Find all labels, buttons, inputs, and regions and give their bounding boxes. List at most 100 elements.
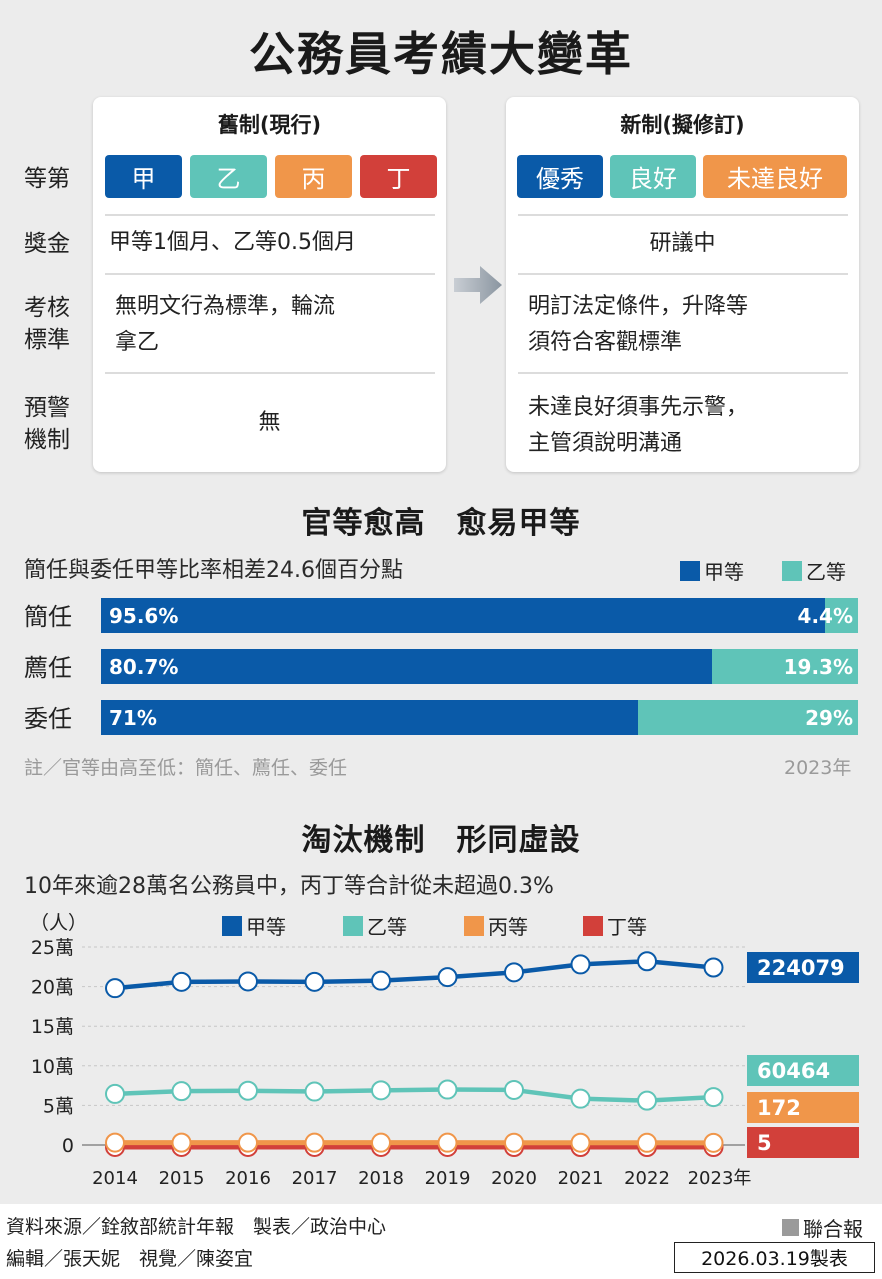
y-unit-label: （人） xyxy=(30,912,88,934)
data-point xyxy=(504,962,524,983)
new-system-card: 新制(擬修訂) 優秀 良好 未達良好 研議中 明訂法定條件，升降等 須符合客觀標… xyxy=(506,97,859,472)
x-tick-label: 2019 xyxy=(425,1168,471,1189)
data-point xyxy=(304,1132,325,1153)
data-point xyxy=(105,978,125,999)
bar-grade-b xyxy=(638,700,858,735)
x-tick-label: 2022 xyxy=(624,1168,670,1189)
data-point xyxy=(570,1088,591,1109)
legend-line-c: 丙等 xyxy=(464,911,528,940)
footer-editor: 編輯／張天妮 視覺／陳姿宜 xyxy=(6,1248,254,1270)
new-system-header: 新制(擬修訂) xyxy=(620,113,745,137)
bar-grade-b-label: 19.3% xyxy=(783,655,853,679)
data-point xyxy=(105,1083,125,1104)
section1-title: 官等愈高 愈易甲等 xyxy=(301,506,581,541)
section1-year: 2023年 xyxy=(784,757,852,779)
data-point xyxy=(171,1081,192,1102)
bar-grade-a: 95.6% xyxy=(101,598,825,633)
y-tick-label: 20萬 xyxy=(31,977,74,999)
data-point xyxy=(703,1132,724,1153)
data-point xyxy=(637,1090,657,1111)
data-point xyxy=(304,971,325,992)
new-grade-excellent: 優秀 xyxy=(517,155,603,198)
row-label-criteria-2: 標準 xyxy=(24,327,70,353)
legend-a-label: 甲等 xyxy=(704,560,744,584)
old-grade-b: 乙 xyxy=(190,155,267,198)
row-label-warning-1: 預警 xyxy=(24,395,70,421)
bar-category-label: 委任 xyxy=(24,705,72,733)
legend-line-b: 乙等 xyxy=(343,911,407,940)
divider xyxy=(105,273,435,275)
old-criteria-2: 拿乙 xyxy=(115,330,160,355)
y-tick-label: 5萬 xyxy=(43,1095,74,1117)
legend-line-c-label: 丙等 xyxy=(488,915,528,939)
end-value-box xyxy=(747,1127,859,1158)
series-line xyxy=(114,959,714,991)
footer-brand-label: 聯合報 xyxy=(803,1217,863,1241)
data-point xyxy=(437,1079,458,1100)
section2-subtitle: 10年來逾28萬名公務員中，丙丁等合計從未超過0.3% xyxy=(24,874,554,899)
data-point xyxy=(371,970,391,991)
legend-line-d-label: 丁等 xyxy=(607,915,647,939)
row-label-bonus: 獎金 xyxy=(24,231,70,257)
data-point xyxy=(637,1132,657,1153)
row-label-grade: 等第 xyxy=(24,166,70,192)
bar-grade-b xyxy=(712,649,858,684)
old-system-card: 舊制(現行) 甲 乙 丙 丁 甲等1個月、乙等0.5個月 無明文行為標準，輪流 … xyxy=(93,97,446,472)
x-tick-label: 2014 xyxy=(92,1168,138,1189)
row-label-warning-2: 機制 xyxy=(24,427,70,453)
data-point xyxy=(637,951,657,972)
y-tick-label: 25萬 xyxy=(31,937,74,959)
bar-category-label: 薦任 xyxy=(24,654,72,682)
data-point xyxy=(238,1080,258,1101)
divider xyxy=(518,372,848,374)
end-value-box xyxy=(747,1055,859,1086)
end-value-label: 60464 xyxy=(757,1059,830,1083)
old-system-header: 舊制(現行) xyxy=(217,113,322,137)
brand-square-icon xyxy=(782,1219,799,1236)
legend-line-a-label: 甲等 xyxy=(246,915,286,939)
x-tick-label: 2020 xyxy=(491,1168,537,1189)
old-grade-a: 甲 xyxy=(105,155,182,198)
footer-source: 資料來源／銓敘部統計年報 製表／政治中心 xyxy=(6,1216,387,1238)
data-point xyxy=(703,957,724,978)
end-value-label: 224079 xyxy=(757,956,845,980)
data-point xyxy=(570,954,591,975)
x-tick-label: 2016 xyxy=(225,1168,271,1189)
bar-grade-a: 71% xyxy=(101,700,638,735)
divider xyxy=(105,214,435,216)
old-bonus: 甲等1個月、乙等0.5個月 xyxy=(109,230,356,255)
footer-bg xyxy=(0,1204,882,1279)
bar-grade-a-label: 71% xyxy=(109,706,157,730)
bar-grade-b-label: 4.4% xyxy=(797,604,853,628)
section2-title: 淘汰機制 形同虛設 xyxy=(301,823,581,858)
page-title: 公務員考績大變革 xyxy=(249,27,633,81)
footer-date: 2026.03.19製表 xyxy=(674,1242,875,1273)
new-warning-2: 主管須說明溝通 xyxy=(528,431,683,456)
legend-swatch xyxy=(464,915,484,936)
new-warning-1: 未達良好須事先示警， xyxy=(528,395,749,420)
old-warning: 無 xyxy=(258,410,281,435)
bar-grade-a-label: 95.6% xyxy=(109,604,179,628)
new-grade-below-good: 未達良好 xyxy=(703,155,847,198)
legend-swatch xyxy=(583,915,603,936)
divider xyxy=(518,273,848,275)
data-point xyxy=(238,1132,258,1153)
footer-brand: 聯合報 xyxy=(782,1213,863,1242)
old-grade-c: 丙 xyxy=(275,155,352,198)
legend-swatch-a xyxy=(680,560,700,581)
data-point xyxy=(238,971,258,992)
bar-grade-b-label: 29% xyxy=(805,706,853,730)
legend-swatch-b xyxy=(782,560,802,581)
legend-b-label: 乙等 xyxy=(806,560,846,584)
new-criteria-1: 明訂法定條件，升降等 xyxy=(528,294,749,319)
y-tick-label: 15萬 xyxy=(31,1016,74,1038)
new-criteria-2: 須符合客觀標準 xyxy=(528,330,683,355)
data-point xyxy=(437,1132,458,1153)
data-point xyxy=(371,1132,391,1153)
bar-grade-b xyxy=(825,598,858,633)
data-point xyxy=(105,1132,125,1153)
legend-line-a: 甲等 xyxy=(222,911,286,940)
old-criteria-1: 無明文行為標準，輪流 xyxy=(115,294,336,319)
row-label-criteria-1: 考核 xyxy=(24,295,70,321)
legend-line-b-label: 乙等 xyxy=(367,915,407,939)
